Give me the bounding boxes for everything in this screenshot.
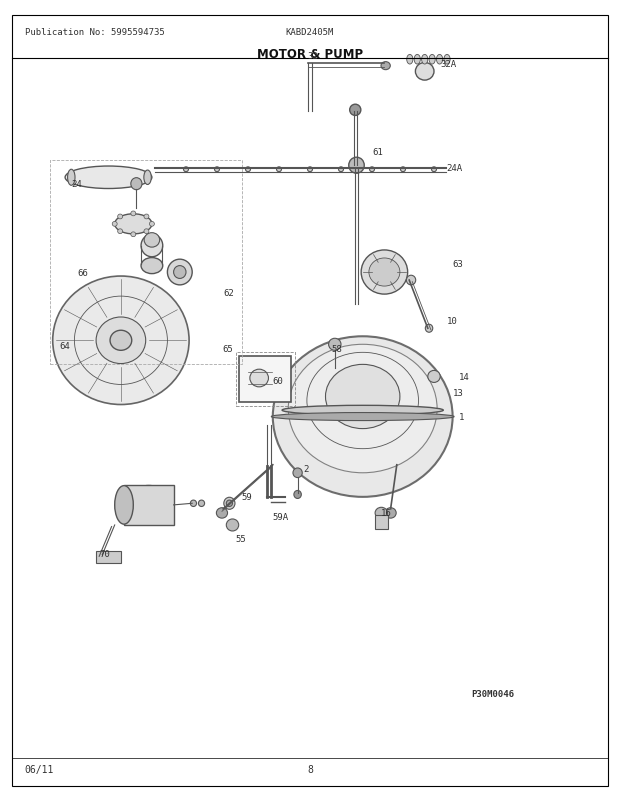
Text: 58: 58 [332,344,342,354]
Ellipse shape [53,277,189,405]
Ellipse shape [444,55,450,65]
Ellipse shape [425,325,433,333]
Ellipse shape [144,229,149,234]
Ellipse shape [436,55,443,65]
Ellipse shape [96,318,146,364]
Ellipse shape [127,486,170,525]
Ellipse shape [144,233,160,248]
Text: 10: 10 [446,316,457,326]
Bar [236,352,294,407]
Ellipse shape [339,168,343,172]
Text: 62: 62 [223,288,234,298]
Ellipse shape [226,520,239,532]
Text: 64: 64 [59,342,69,351]
Text: 24A: 24A [446,164,463,173]
Ellipse shape [215,168,219,172]
Ellipse shape [361,250,408,294]
Ellipse shape [141,235,162,257]
Text: 66: 66 [78,268,88,277]
Text: Publication No: 5995594735: Publication No: 5995594735 [25,28,164,37]
Ellipse shape [415,63,434,81]
Text: MOTOR & PUMP: MOTOR & PUMP [257,48,363,61]
Ellipse shape [308,168,312,172]
Ellipse shape [184,168,188,172]
Ellipse shape [432,168,436,172]
Ellipse shape [131,233,136,237]
Ellipse shape [131,212,136,217]
Ellipse shape [224,497,235,510]
Text: 32: 32 [307,51,317,61]
Ellipse shape [277,168,281,172]
Ellipse shape [174,266,186,279]
Text: 06/11: 06/11 [25,764,54,774]
Text: 24: 24 [71,180,82,189]
Ellipse shape [375,508,388,519]
Text: 1: 1 [459,412,464,422]
Ellipse shape [348,158,365,174]
Text: P30M0046: P30M0046 [471,689,514,699]
Ellipse shape [112,222,117,227]
Text: 8: 8 [307,764,313,774]
Ellipse shape [282,406,443,415]
Ellipse shape [131,178,142,190]
Text: 60: 60 [273,376,283,386]
FancyBboxPatch shape [124,485,174,525]
Ellipse shape [118,215,123,220]
Ellipse shape [110,330,131,351]
Ellipse shape [115,486,133,525]
Ellipse shape [144,215,149,220]
Ellipse shape [144,171,151,185]
FancyBboxPatch shape [96,551,121,563]
Text: 59A: 59A [273,512,289,522]
Ellipse shape [329,338,341,351]
Ellipse shape [422,55,428,65]
Ellipse shape [198,500,205,507]
Ellipse shape [407,276,415,286]
Ellipse shape [385,508,396,519]
Text: 16: 16 [381,508,392,518]
Text: 65: 65 [222,344,232,354]
Ellipse shape [149,222,154,227]
Ellipse shape [401,168,405,172]
Ellipse shape [115,215,152,235]
Ellipse shape [68,170,75,186]
Bar [239,356,291,403]
Ellipse shape [190,500,197,507]
Text: 32A: 32A [440,59,456,69]
Ellipse shape [294,491,301,499]
Text: 14: 14 [459,372,469,382]
Ellipse shape [369,258,400,287]
Ellipse shape [118,229,123,234]
Text: 55: 55 [236,534,246,544]
Ellipse shape [428,371,440,383]
Ellipse shape [429,55,435,65]
Ellipse shape [350,105,361,116]
Ellipse shape [272,413,454,421]
Ellipse shape [65,167,152,189]
Text: KABD2405M: KABD2405M [286,28,334,37]
Ellipse shape [141,258,162,274]
Ellipse shape [414,55,420,65]
Ellipse shape [293,468,302,478]
Ellipse shape [216,508,228,519]
Text: 70: 70 [99,549,110,558]
Bar [50,160,242,365]
Text: 59: 59 [242,492,252,502]
Text: 63: 63 [453,260,463,269]
FancyBboxPatch shape [375,515,388,529]
Ellipse shape [288,345,437,473]
Ellipse shape [326,365,400,429]
Ellipse shape [381,63,391,71]
Text: 13: 13 [453,388,463,398]
Ellipse shape [407,55,413,65]
Text: 61: 61 [372,148,383,157]
Ellipse shape [370,168,374,172]
Text: 2: 2 [304,464,309,474]
Ellipse shape [250,370,268,387]
Ellipse shape [273,337,453,497]
Ellipse shape [246,168,250,172]
Ellipse shape [226,500,232,507]
Ellipse shape [167,260,192,286]
